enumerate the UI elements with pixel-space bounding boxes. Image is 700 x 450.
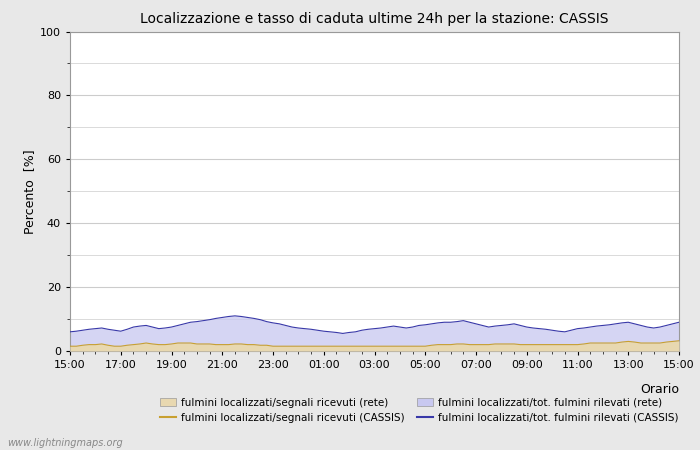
Text: www.lightningmaps.org: www.lightningmaps.org: [7, 438, 122, 448]
Y-axis label: Percento  [%]: Percento [%]: [23, 149, 36, 234]
Title: Localizzazione e tasso di caduta ultime 24h per la stazione: CASSIS: Localizzazione e tasso di caduta ultime …: [140, 12, 609, 26]
Text: Orario: Orario: [640, 383, 679, 396]
Legend: fulmini localizzati/segnali ricevuti (rete), fulmini localizzati/segnali ricevut: fulmini localizzati/segnali ricevuti (re…: [160, 398, 679, 423]
